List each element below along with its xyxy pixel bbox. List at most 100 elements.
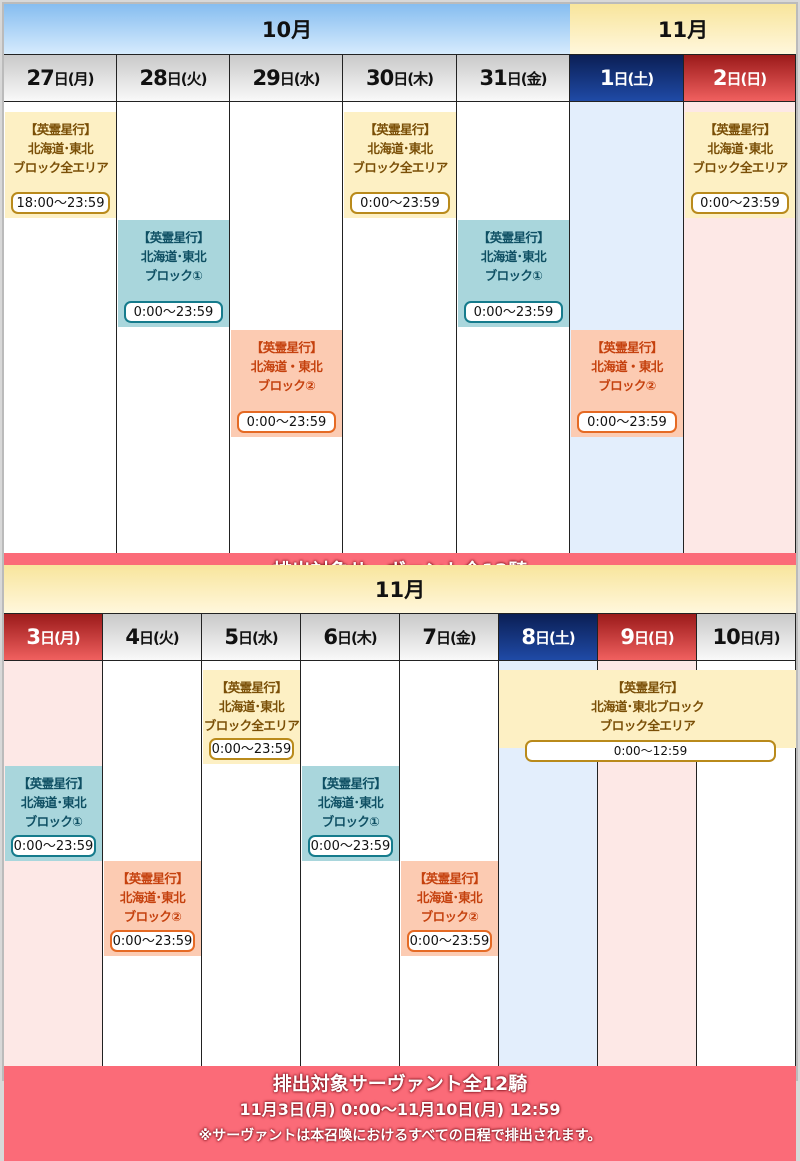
event-time-badge: 0:00〜23:59 (577, 411, 677, 433)
day-number: 2 (712, 66, 728, 90)
event-title-line: ブロック全エリア (203, 718, 300, 733)
day-of-week: (水) (293, 69, 321, 88)
day-header: 4 日 (火) (103, 614, 202, 661)
day-of-week: (水) (251, 628, 279, 647)
event-title-line: 北海道･東北 (416, 890, 483, 905)
day-of-week: (月) (53, 628, 81, 647)
day-column (457, 102, 570, 565)
event-card: 【英霊星行】 北海道･東北 ブロック① 0:00〜23:59 (458, 220, 569, 327)
event-title-line: ブロック① (484, 268, 543, 283)
schedule-section: 11月 3 日 (月) 4 日 (火) 5 日 (水) 6 日 (木) 7 日 (金) 8 日 (土) 9 日 (日) 10… (4, 565, 796, 1161)
event-card: 【英霊星行】 北海道・東北 ブロック② 0:00〜23:59 (571, 330, 683, 437)
day-number: 29 (252, 66, 281, 90)
day-unit: 日 (393, 69, 408, 88)
day-unit: 日 (237, 628, 253, 647)
event-title-line: ブロック② (420, 909, 479, 924)
event-title-line: 【英霊星行】 (364, 122, 436, 137)
day-header: 2 日 (日) (684, 55, 796, 102)
day-unit: 日 (166, 69, 182, 88)
day-number: 3 (26, 625, 41, 649)
day-of-week: (金) (449, 628, 477, 647)
day-of-week: (月) (753, 628, 781, 647)
event-time-badge: 0:00〜23:59 (407, 930, 492, 952)
event-card: 【英霊星行】 北海道･東北 ブロック全エリア 0:00〜23:59 (685, 112, 795, 218)
day-unit: 日 (506, 69, 522, 88)
day-of-week: (日) (740, 69, 767, 88)
day-header: 5 日 (水) (202, 614, 301, 661)
day-column (301, 661, 400, 1077)
day-header: 30 日 (木) (343, 55, 457, 102)
day-unit: 日 (53, 69, 69, 88)
day-column (4, 661, 103, 1077)
event-title-line: 北海道･東北 (140, 249, 207, 264)
day-unit: 日 (534, 628, 550, 647)
event-title-line: ブロック全エリア (692, 160, 788, 175)
event-title-line: 【英霊星行】 (314, 776, 387, 791)
day-unit: 日 (633, 628, 649, 647)
event-title-line: 【英霊星行】 (17, 776, 90, 791)
event-time-badge: 0:00〜23:59 (691, 192, 789, 214)
day-header: 7 日 (金) (400, 614, 499, 661)
banner-period: 11月3日(月) 0:00〜11月10日(月) 12:59 (239, 1100, 561, 1119)
event-title-line: 【英霊星行】 (413, 871, 486, 886)
event-title-line: 【英霊星行】 (591, 340, 663, 355)
event-title-line: ブロック全エリア (599, 718, 696, 733)
day-of-week: (金) (520, 69, 548, 88)
day-header: 28 日 (火) (117, 55, 230, 102)
event-title-line: ブロック② (598, 378, 656, 393)
event-title-line: 北海道･東北 (367, 141, 433, 156)
day-column (117, 102, 230, 565)
day-of-week: (火) (180, 69, 208, 88)
day-number: 5 (224, 625, 239, 649)
event-title-line: 【英霊星行】 (250, 340, 323, 355)
day-unit: 日 (138, 628, 154, 647)
event-card: 【英霊星行】 北海道・東北 ブロック② 0:00〜23:59 (231, 330, 342, 437)
day-number: 8 (521, 625, 536, 649)
day-number: 7 (422, 625, 437, 649)
month-header: 11月 (4, 565, 796, 614)
day-header: 29 日 (水) (230, 55, 343, 102)
event-time-badge: 0:00〜23:59 (464, 301, 563, 323)
event-title-line: 北海道･東北 (218, 699, 285, 714)
event-title-line: 【英霊星行】 (137, 230, 210, 245)
day-number: 9 (620, 625, 635, 649)
event-title-line: 北海道･東北 (480, 249, 547, 264)
day-number: 31 (479, 66, 508, 90)
event-title-line: 北海道･東北 (27, 141, 94, 156)
day-of-week: (月) (67, 69, 95, 88)
event-title-line: 【英霊星行】 (611, 680, 684, 695)
day-unit: 日 (613, 69, 628, 88)
day-unit: 日 (39, 628, 55, 647)
event-time-badge: 0:00〜23:59 (124, 301, 223, 323)
event-time-badge: 0:00〜23:59 (209, 738, 294, 760)
day-of-week: (土) (548, 628, 576, 647)
event-card: 【英霊星行】 北海道･東北 ブロック① 0:00〜23:59 (302, 766, 399, 861)
day-of-week: (木) (350, 628, 378, 647)
day-header: 8 日 (土) (499, 614, 598, 661)
event-title-line: 北海道･東北 (20, 795, 87, 810)
day-header: 3 日 (月) (4, 614, 103, 661)
day-number: 6 (323, 625, 338, 649)
event-card: 【英霊星行】 北海道･東北 ブロック① 0:00〜23:59 (118, 220, 229, 327)
event-title-line: ブロック② (257, 378, 316, 393)
event-time-badge: 0:00〜23:59 (110, 930, 195, 952)
event-title-line: 【英霊星行】 (704, 122, 776, 137)
event-title-line: ブロック全エリア (352, 160, 448, 175)
event-title-line: ブロック① (24, 814, 83, 829)
day-number: 1 (599, 66, 615, 90)
event-card: 【英霊星行】 北海道･東北 ブロック全エリア 18:00〜23:59 (5, 112, 116, 218)
event-title-line: 【英霊星行】 (116, 871, 189, 886)
event-card: 【英霊星行】 北海道･東北 ブロック全エリア 0:00〜23:59 (203, 670, 300, 764)
event-title-line: 北海道・東北 (591, 359, 663, 374)
day-unit: 日 (435, 628, 451, 647)
event-title-line: 北海道･東北 (119, 890, 186, 905)
event-title-line: ブロック① (144, 268, 203, 283)
day-unit: 日 (726, 69, 741, 88)
event-title-line: ブロック② (123, 909, 182, 924)
event-time-badge: 0:00〜23:59 (237, 411, 336, 433)
event-card: 【英霊星行】 北海道･東北 ブロック② 0:00〜23:59 (104, 861, 201, 956)
day-header: 10 日 (月) (697, 614, 796, 661)
day-of-week: (土) (627, 69, 654, 88)
day-header: 9 日 (日) (598, 614, 697, 661)
